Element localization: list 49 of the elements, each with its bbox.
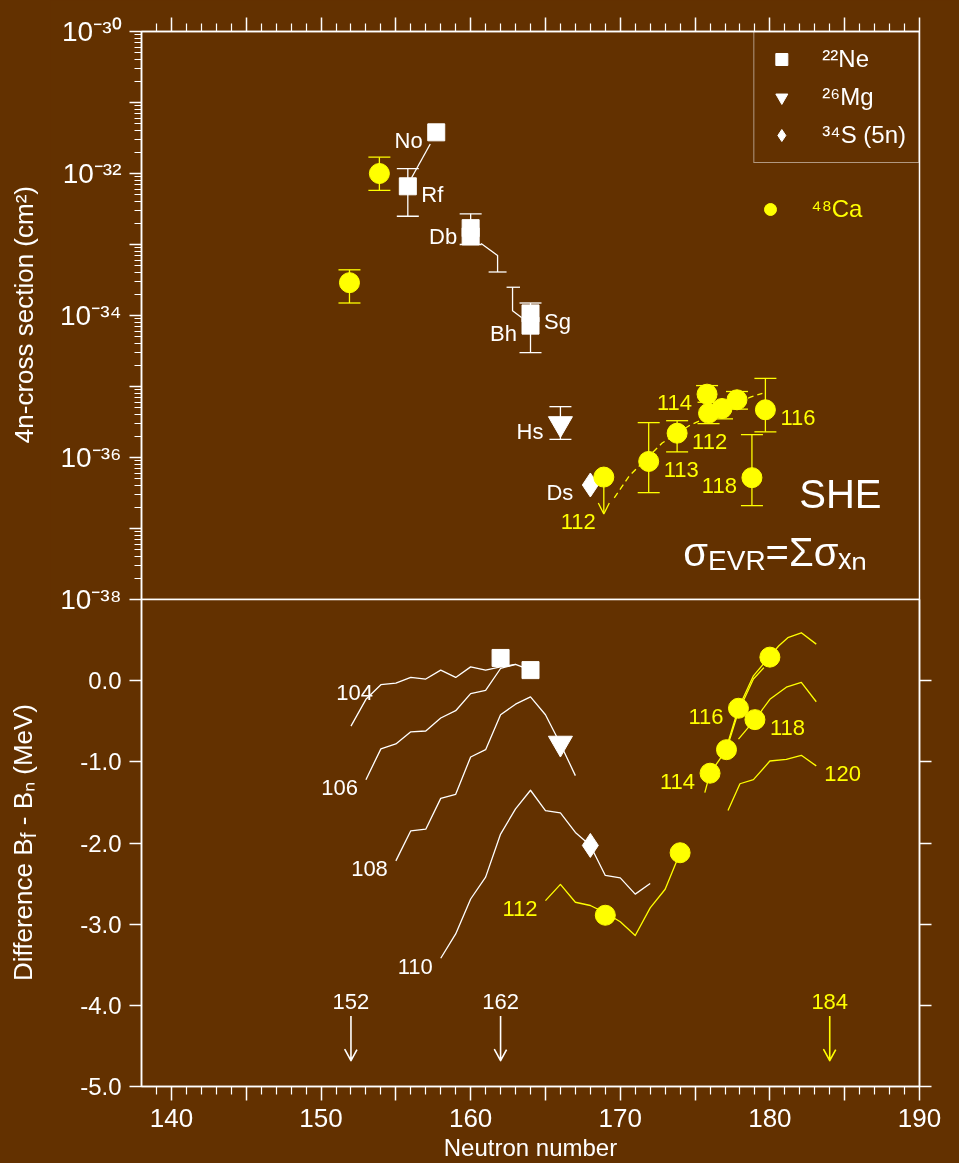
x-axis-title: Neutron number xyxy=(443,1133,618,1161)
annotation: Rf xyxy=(421,181,445,207)
x-tick-label: 150 xyxy=(299,1102,343,1133)
ref-line-label: 162 xyxy=(482,989,519,1015)
x-tick-label: 180 xyxy=(748,1102,792,1133)
y-tick-label: -3.0 xyxy=(80,910,122,938)
annotation: Bh xyxy=(490,321,518,347)
legend-label: ²⁶Mg xyxy=(822,82,874,112)
legend-label: ⁴⁸Ca xyxy=(811,194,863,224)
y-tick-label: -2.0 xyxy=(80,829,122,857)
y-tick-label: 10⁻³⁰ xyxy=(62,16,122,47)
annotation: 116 xyxy=(688,703,724,729)
annotation: 104 xyxy=(336,680,373,706)
annotation: 118 xyxy=(701,473,737,499)
annotation: 113 xyxy=(663,456,699,482)
annotation: 106 xyxy=(321,775,358,801)
y-axis-title: 4n-cross section (cm²) xyxy=(8,186,41,444)
annotation: Ds xyxy=(546,480,574,506)
legend-label: ³⁴S (5n) xyxy=(822,120,906,150)
y-tick-label: 10⁻³⁶ xyxy=(60,442,122,473)
x-tick-label: 160 xyxy=(448,1102,493,1133)
ref-line-label: 152 xyxy=(332,989,370,1015)
legend-label: ²²Ne xyxy=(822,44,869,74)
annotation: 118 xyxy=(769,715,805,741)
annotation: 120 xyxy=(824,761,861,787)
y-tick-label: 10⁻³⁸ xyxy=(60,584,122,615)
annotation: SHE xyxy=(799,471,882,516)
annotation: 112 xyxy=(692,428,728,454)
annotation: Db xyxy=(429,223,458,249)
annotation: 116 xyxy=(780,405,816,431)
annotation: 108 xyxy=(351,856,388,882)
annotation: 112 xyxy=(560,509,596,535)
y-tick-label: 10⁻³⁴ xyxy=(60,300,122,331)
x-tick-label: 140 xyxy=(149,1102,194,1133)
annotation: 114 xyxy=(656,389,693,415)
y-tick-label: -1.0 xyxy=(80,748,122,776)
annotation: 112 xyxy=(502,896,538,922)
annotation: 114 xyxy=(659,768,696,794)
ref-line-label: 184 xyxy=(811,989,849,1015)
annotation: 110 xyxy=(397,953,433,979)
annotation: Sg xyxy=(544,308,571,334)
y-tick-label: -5.0 xyxy=(80,1073,122,1100)
x-tick-label: 170 xyxy=(598,1102,642,1133)
annotation: No xyxy=(394,127,423,153)
y-tick-label: -4.0 xyxy=(80,991,122,1019)
annotation: Hs xyxy=(516,419,544,445)
y-tick-label: 0.0 xyxy=(88,667,122,695)
y-tick-label: 10⁻³² xyxy=(62,158,122,189)
x-tick-label: 190 xyxy=(897,1102,942,1133)
